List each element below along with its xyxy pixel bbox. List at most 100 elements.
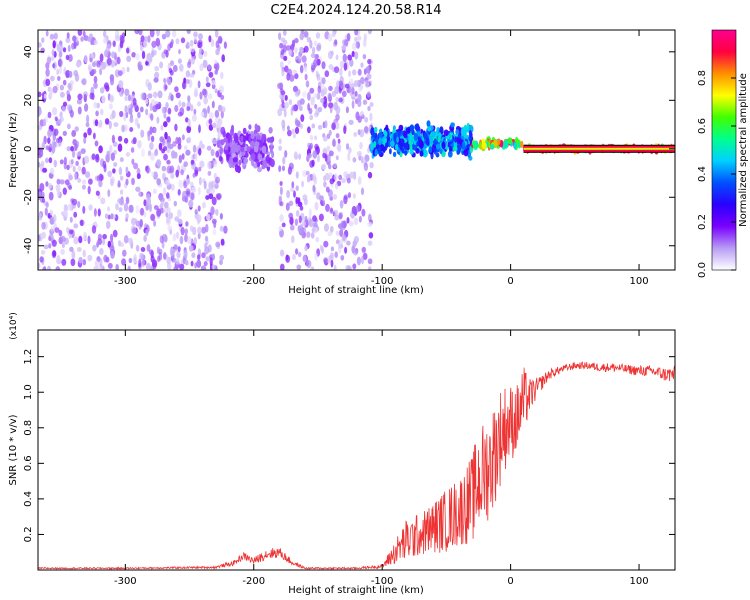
heatmap-cell xyxy=(347,152,351,161)
heatmap-cell xyxy=(307,91,311,101)
heatmap-cell xyxy=(66,182,72,189)
heatmap-cell xyxy=(348,147,352,154)
heatmap-cell xyxy=(345,143,350,150)
colorbar-ticks: 0.0 0.2 0.4 0.6 0.8 xyxy=(697,70,736,278)
heatmap-cell xyxy=(58,118,62,124)
heatmap-cell xyxy=(190,159,195,165)
heatmap-cell xyxy=(100,108,104,116)
heatmap-cell xyxy=(115,264,119,270)
heatmap-cell xyxy=(97,208,101,217)
heatmap-cell xyxy=(220,71,224,80)
heatmap-cell xyxy=(117,70,123,76)
heatmap-cell xyxy=(363,126,369,134)
heatmap-cell xyxy=(277,82,282,89)
heatmap-cell xyxy=(87,36,92,42)
heatmap-cell xyxy=(290,187,295,193)
heatmap-cell xyxy=(188,245,194,252)
heatmap-cell xyxy=(204,235,209,242)
heatmap-cell xyxy=(177,209,182,217)
heatmap-cell xyxy=(59,84,64,91)
heatmap-cell xyxy=(177,246,181,253)
heatmap-cell xyxy=(351,42,357,51)
heatmap-cell xyxy=(338,87,342,94)
heatmap-cell xyxy=(154,71,160,79)
figure-title: C2E4.2024.124.20.58.R14 xyxy=(270,3,441,18)
heatmap-cell xyxy=(131,177,135,186)
heatmap-cell xyxy=(71,198,78,206)
heatmap-cell xyxy=(339,67,343,77)
heatmap-cell xyxy=(214,183,219,189)
heatmap-cell xyxy=(344,83,350,89)
heatmap-cell xyxy=(121,124,125,133)
heatmap-cell xyxy=(353,132,358,137)
heatmap-cell xyxy=(427,126,432,132)
heatmap-cell xyxy=(317,42,322,50)
heatmap-cell xyxy=(186,125,192,134)
heatmap-cell xyxy=(66,146,71,152)
heatmap-cell xyxy=(292,133,296,139)
heatmap-cell xyxy=(234,163,239,173)
heatmap-cell xyxy=(279,214,284,222)
heatmap-cell xyxy=(201,144,205,149)
heatmap-cell xyxy=(503,139,509,148)
heatmap-cell xyxy=(133,253,137,262)
heatmap-cell xyxy=(103,30,107,38)
heatmap-cell xyxy=(94,119,99,127)
heatmap-cell xyxy=(153,205,159,210)
heatmap-cell xyxy=(56,43,61,53)
heatmap-cell xyxy=(362,54,367,60)
heatmap-cell xyxy=(68,174,73,181)
heatmap-cell xyxy=(360,62,364,68)
heatmap-cell xyxy=(278,32,282,41)
heatmap-cell xyxy=(357,176,362,185)
heatmap-cell xyxy=(135,244,140,252)
heatmap-x-tick-label: -300 xyxy=(114,276,137,287)
heatmap-cell xyxy=(481,142,487,150)
heatmap-cell xyxy=(93,76,98,84)
heatmap-cell xyxy=(418,140,424,149)
heatmap-cell xyxy=(286,72,291,81)
heatmap-cell xyxy=(215,40,220,49)
heatmap-cell xyxy=(325,203,330,212)
heatmap-cell xyxy=(180,169,184,176)
heatmap-cell xyxy=(179,235,184,245)
heatmap-cell xyxy=(333,264,337,270)
heatmap-cell xyxy=(163,252,167,260)
heatmap-cell xyxy=(383,130,387,136)
heatmap-cell xyxy=(330,225,334,233)
heatmap-cell xyxy=(208,35,212,43)
heatmap-cell xyxy=(51,49,55,56)
heatmap-cell xyxy=(313,58,318,68)
heatmap-cell xyxy=(107,262,113,269)
heatmap-cell xyxy=(395,144,399,151)
heatmap-cell xyxy=(363,68,367,75)
heatmap-cell xyxy=(338,80,343,87)
heatmap-cell xyxy=(87,185,91,195)
heatmap-cell xyxy=(203,261,208,267)
heatmap-cell xyxy=(219,146,223,155)
heatmap-cell xyxy=(200,111,205,117)
heatmap-cell xyxy=(208,182,213,190)
heatmap-cell xyxy=(295,196,299,204)
heatmap-cell xyxy=(147,35,151,43)
heatmap-cell xyxy=(309,40,313,49)
heatmap-cell xyxy=(170,183,175,191)
heatmap-cell xyxy=(322,136,328,142)
heatmap-cell xyxy=(146,197,152,206)
heatmap-cell xyxy=(314,135,318,141)
heatmap-cell xyxy=(303,45,309,53)
heatmap-cell xyxy=(507,137,513,145)
heatmap-cell xyxy=(334,66,340,74)
heatmap-cell xyxy=(184,228,188,235)
heatmap-cell xyxy=(177,111,183,117)
heatmap-cell xyxy=(409,148,414,155)
heatmap-cell xyxy=(197,226,202,235)
heatmap-cell xyxy=(183,145,188,151)
heatmap-cell xyxy=(284,101,289,109)
heatmap-cell xyxy=(186,30,191,34)
colorbar-tick-label: 0.0 xyxy=(697,262,708,278)
heatmap-cell xyxy=(279,42,284,49)
heatmap-cell xyxy=(346,177,351,184)
heatmap-cell xyxy=(281,102,286,109)
